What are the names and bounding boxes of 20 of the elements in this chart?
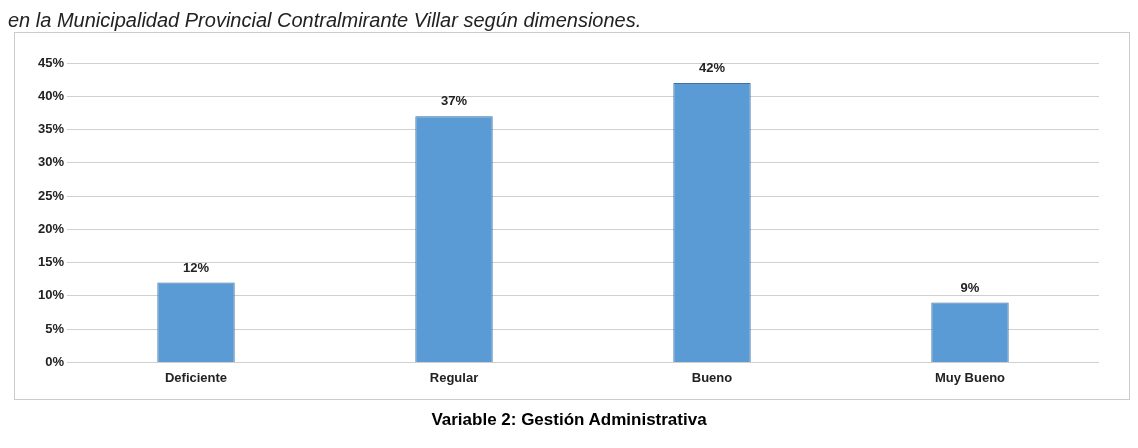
text: Variable 2: Gestión Administrativa <box>430 410 708 430</box>
y-tick-label: 5% <box>45 320 65 336</box>
x-tick-label: Bueno <box>691 369 733 385</box>
y-tick-label: 30% <box>37 154 65 170</box>
y-tick-label: 10% <box>37 287 65 303</box>
x-tick-label: Regular <box>429 369 479 385</box>
data-label: 9% <box>960 279 980 295</box>
y-tick-label: 45% <box>37 54 65 70</box>
data-label: 12% <box>183 259 210 275</box>
x-tick-label: Deficiente <box>164 369 228 385</box>
x-tick-label: Muy Bueno <box>934 369 1006 385</box>
data-label: 42% <box>698 60 726 76</box>
y-tick-label: 15% <box>37 254 65 270</box>
data-label: 37% <box>441 93 468 109</box>
y-tick-label: 35% <box>37 121 65 137</box>
y-tick-label: 20% <box>37 220 65 236</box>
chart-title: en la Municipalidad Provincial Contralmirante Villar según dimensiones. <box>8 8 643 32</box>
y-tick-label: 40% <box>37 87 65 103</box>
y-tick-label: 25% <box>37 187 65 203</box>
y-tick-label: 0% <box>45 353 65 369</box>
